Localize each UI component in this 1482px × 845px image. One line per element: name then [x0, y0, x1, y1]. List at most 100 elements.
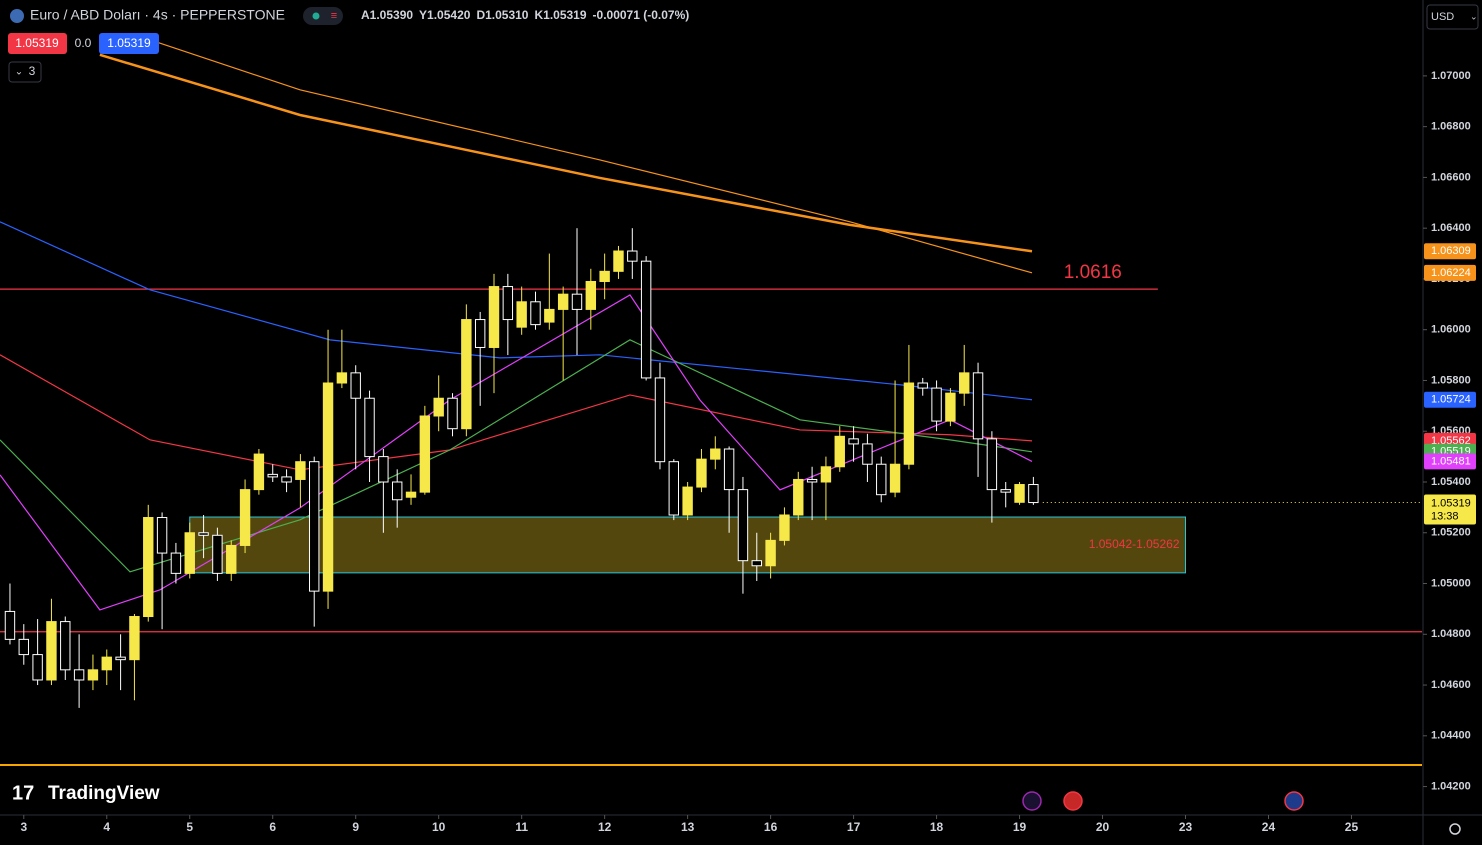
ask-price: 1.05319: [107, 36, 151, 50]
y-tick-label: 1.04400: [1431, 730, 1471, 742]
candle-body: [834, 435, 845, 468]
x-tick-label: 25: [1345, 820, 1359, 834]
indicator-toggle[interactable]: [8, 61, 42, 83]
candle-body: [433, 397, 444, 417]
event-icon[interactable]: [1284, 791, 1304, 811]
candle-body: [253, 453, 265, 491]
candle-body: [1000, 489, 1011, 493]
candle-body: [101, 656, 112, 671]
y-tick-label: 1.06800: [1431, 121, 1471, 133]
candle-body: [461, 319, 472, 430]
candle-body: [419, 415, 431, 493]
candle-body: [143, 517, 154, 618]
bid-price: 1.05319: [15, 36, 59, 50]
candle-body: [391, 481, 403, 501]
brand[interactable]: TradingView: [48, 783, 160, 804]
indicator-line: [0, 354, 1033, 471]
currency-button[interactable]: [1426, 4, 1479, 30]
indicator-line: [149, 39, 1033, 274]
candle-body: [309, 461, 320, 592]
chevron: ⌄: [15, 67, 23, 78]
y-tick-label: 1.06400: [1431, 222, 1471, 234]
candle-body: [668, 461, 679, 516]
x-tick-label: 10: [432, 820, 446, 834]
candle-body: [1014, 484, 1025, 503]
candle-body: [267, 473, 278, 478]
x-tick-label: 23: [1179, 820, 1193, 834]
candle-body: [820, 466, 832, 483]
candle-body: [447, 397, 458, 430]
status-icon: ≡: [331, 10, 337, 22]
candle-body: [599, 270, 610, 282]
indicator-line: [0, 339, 1033, 573]
zone-label: 1.05042-1.05262: [1089, 537, 1180, 551]
level-label: 1.0616: [1064, 262, 1122, 283]
candle-body: [378, 456, 389, 483]
y-tick-label: 1.05000: [1431, 577, 1471, 589]
candle-body: [613, 250, 624, 272]
candle-body: [737, 489, 749, 562]
price-tag: [1424, 391, 1476, 408]
indicator-line: [99, 53, 1033, 253]
candle-body: [779, 514, 790, 541]
candle-body: [336, 372, 348, 384]
x-tick-label: 3: [20, 820, 27, 834]
candle-body: [516, 301, 527, 328]
x-tick-label: 11: [515, 820, 528, 834]
y-tick-label: 1.05800: [1431, 374, 1471, 386]
candle-body: [87, 669, 99, 681]
event-icon[interactable]: [1063, 791, 1083, 811]
candle-body: [350, 372, 361, 399]
candle-body: [60, 621, 71, 671]
candle-body: [903, 382, 915, 465]
legend-value: D1.05310: [476, 8, 528, 22]
candle-body: [115, 656, 126, 661]
candle-body: [239, 489, 251, 546]
candle-body: [931, 387, 942, 422]
y-tick-label: 1.04800: [1431, 628, 1471, 640]
candle-body: [917, 382, 928, 389]
y-tick-label: 1.05400: [1431, 476, 1471, 488]
y-tick-label: 1.04600: [1431, 679, 1471, 691]
legend-value: K1.05319: [534, 8, 586, 22]
candle-body: [405, 491, 417, 498]
candle-body: [793, 478, 804, 516]
current-price-label: 1.05319: [1431, 497, 1471, 509]
candle-body: [986, 438, 998, 491]
x-tick-label: 5: [186, 820, 193, 834]
currency: USD: [1431, 11, 1454, 23]
candle-body: [46, 621, 57, 681]
x-tick-label: 12: [598, 820, 612, 834]
x-tick-label: 6: [269, 820, 276, 834]
candle-body: [710, 448, 721, 460]
price-tag-label: 1.06309: [1431, 245, 1471, 257]
candle-body: [281, 476, 292, 483]
status-dot: [312, 12, 320, 20]
settings-icon[interactable]: [1449, 823, 1461, 835]
candle-body: [682, 486, 693, 516]
candle-body: [959, 372, 970, 394]
x-tick-label: 16: [764, 820, 778, 834]
candle-body: [32, 654, 43, 681]
price-tag: [1424, 243, 1476, 260]
price-tag-label: 1.05724: [1431, 394, 1471, 406]
support-zone: [189, 516, 1187, 574]
current-price-tag: [1424, 494, 1476, 525]
candle-body: [806, 478, 818, 483]
candle-body: [751, 560, 762, 567]
bid-box[interactable]: [8, 33, 67, 54]
x-tick-label: 18: [930, 820, 944, 834]
symbol-title[interactable]: Euro / ABD Doları · 4s · PEPPERSTONE: [30, 7, 285, 23]
y-tick-label: 1.05200: [1431, 527, 1471, 539]
ask-box[interactable]: [99, 33, 159, 54]
candle-body: [502, 286, 514, 321]
candle-body: [889, 463, 901, 493]
candle-body: [184, 532, 195, 574]
event-icon[interactable]: [1022, 791, 1042, 811]
status-pill: [303, 7, 343, 25]
candle-body: [212, 534, 223, 574]
y-tick-label: 1.07000: [1431, 70, 1471, 82]
candle-body: [295, 461, 306, 480]
